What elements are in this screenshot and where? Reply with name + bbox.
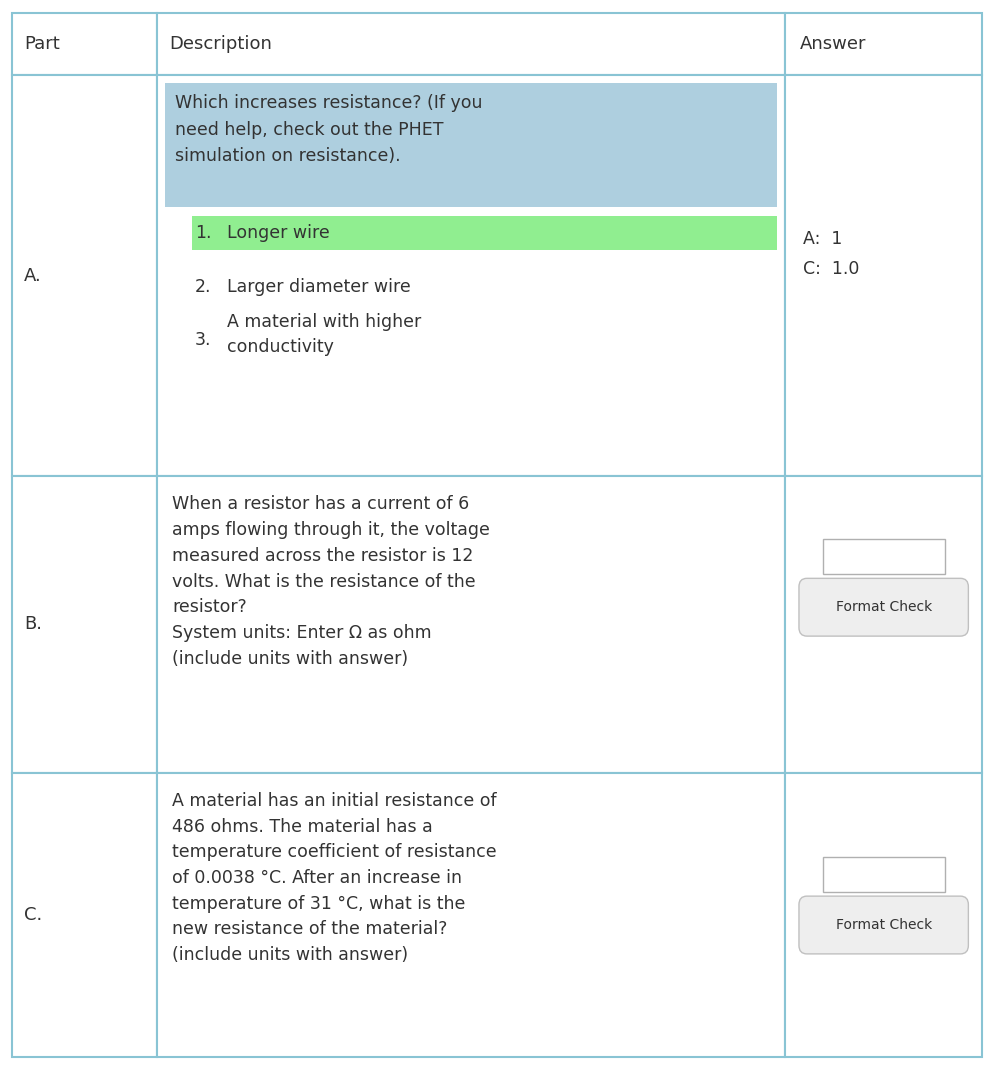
Bar: [12, 773, 157, 1057]
Bar: [823, 856, 944, 891]
Bar: [192, 216, 777, 250]
Text: A material with higher
conductivity: A material with higher conductivity: [227, 314, 420, 356]
Bar: [157, 13, 785, 75]
Bar: [785, 476, 982, 773]
Text: C.: C.: [24, 906, 42, 923]
Bar: [785, 75, 982, 476]
Bar: [785, 13, 982, 75]
Text: Part: Part: [24, 35, 60, 52]
FancyBboxPatch shape: [799, 578, 968, 636]
Bar: [165, 83, 777, 207]
Bar: [12, 476, 157, 773]
Text: When a resistor has a current of 6
amps flowing through it, the voltage
measured: When a resistor has a current of 6 amps …: [172, 495, 490, 668]
Text: 3.: 3.: [195, 332, 212, 349]
Text: Larger diameter wire: Larger diameter wire: [227, 278, 411, 295]
Bar: [12, 75, 157, 476]
Bar: [157, 773, 785, 1057]
Text: A:  1
C:  1.0: A: 1 C: 1.0: [803, 230, 860, 278]
Bar: [157, 75, 785, 476]
Bar: [157, 476, 785, 773]
Text: Description: Description: [169, 35, 271, 52]
Text: Longer wire: Longer wire: [227, 225, 329, 242]
Text: 1.: 1.: [195, 225, 212, 242]
Text: 2.: 2.: [195, 278, 212, 295]
Text: Format Check: Format Check: [836, 600, 931, 614]
Text: Format Check: Format Check: [836, 918, 931, 932]
FancyBboxPatch shape: [799, 896, 968, 954]
Bar: [823, 538, 944, 574]
Text: A.: A.: [24, 266, 42, 285]
Bar: [785, 773, 982, 1057]
Text: B.: B.: [24, 615, 42, 633]
Text: A material has an initial resistance of
486 ohms. The material has a
temperature: A material has an initial resistance of …: [172, 792, 497, 964]
Text: Which increases resistance? (If you
need help, check out the PHET
simulation on : Which increases resistance? (If you need…: [175, 94, 482, 165]
Text: Answer: Answer: [800, 35, 867, 52]
Bar: [12, 13, 157, 75]
